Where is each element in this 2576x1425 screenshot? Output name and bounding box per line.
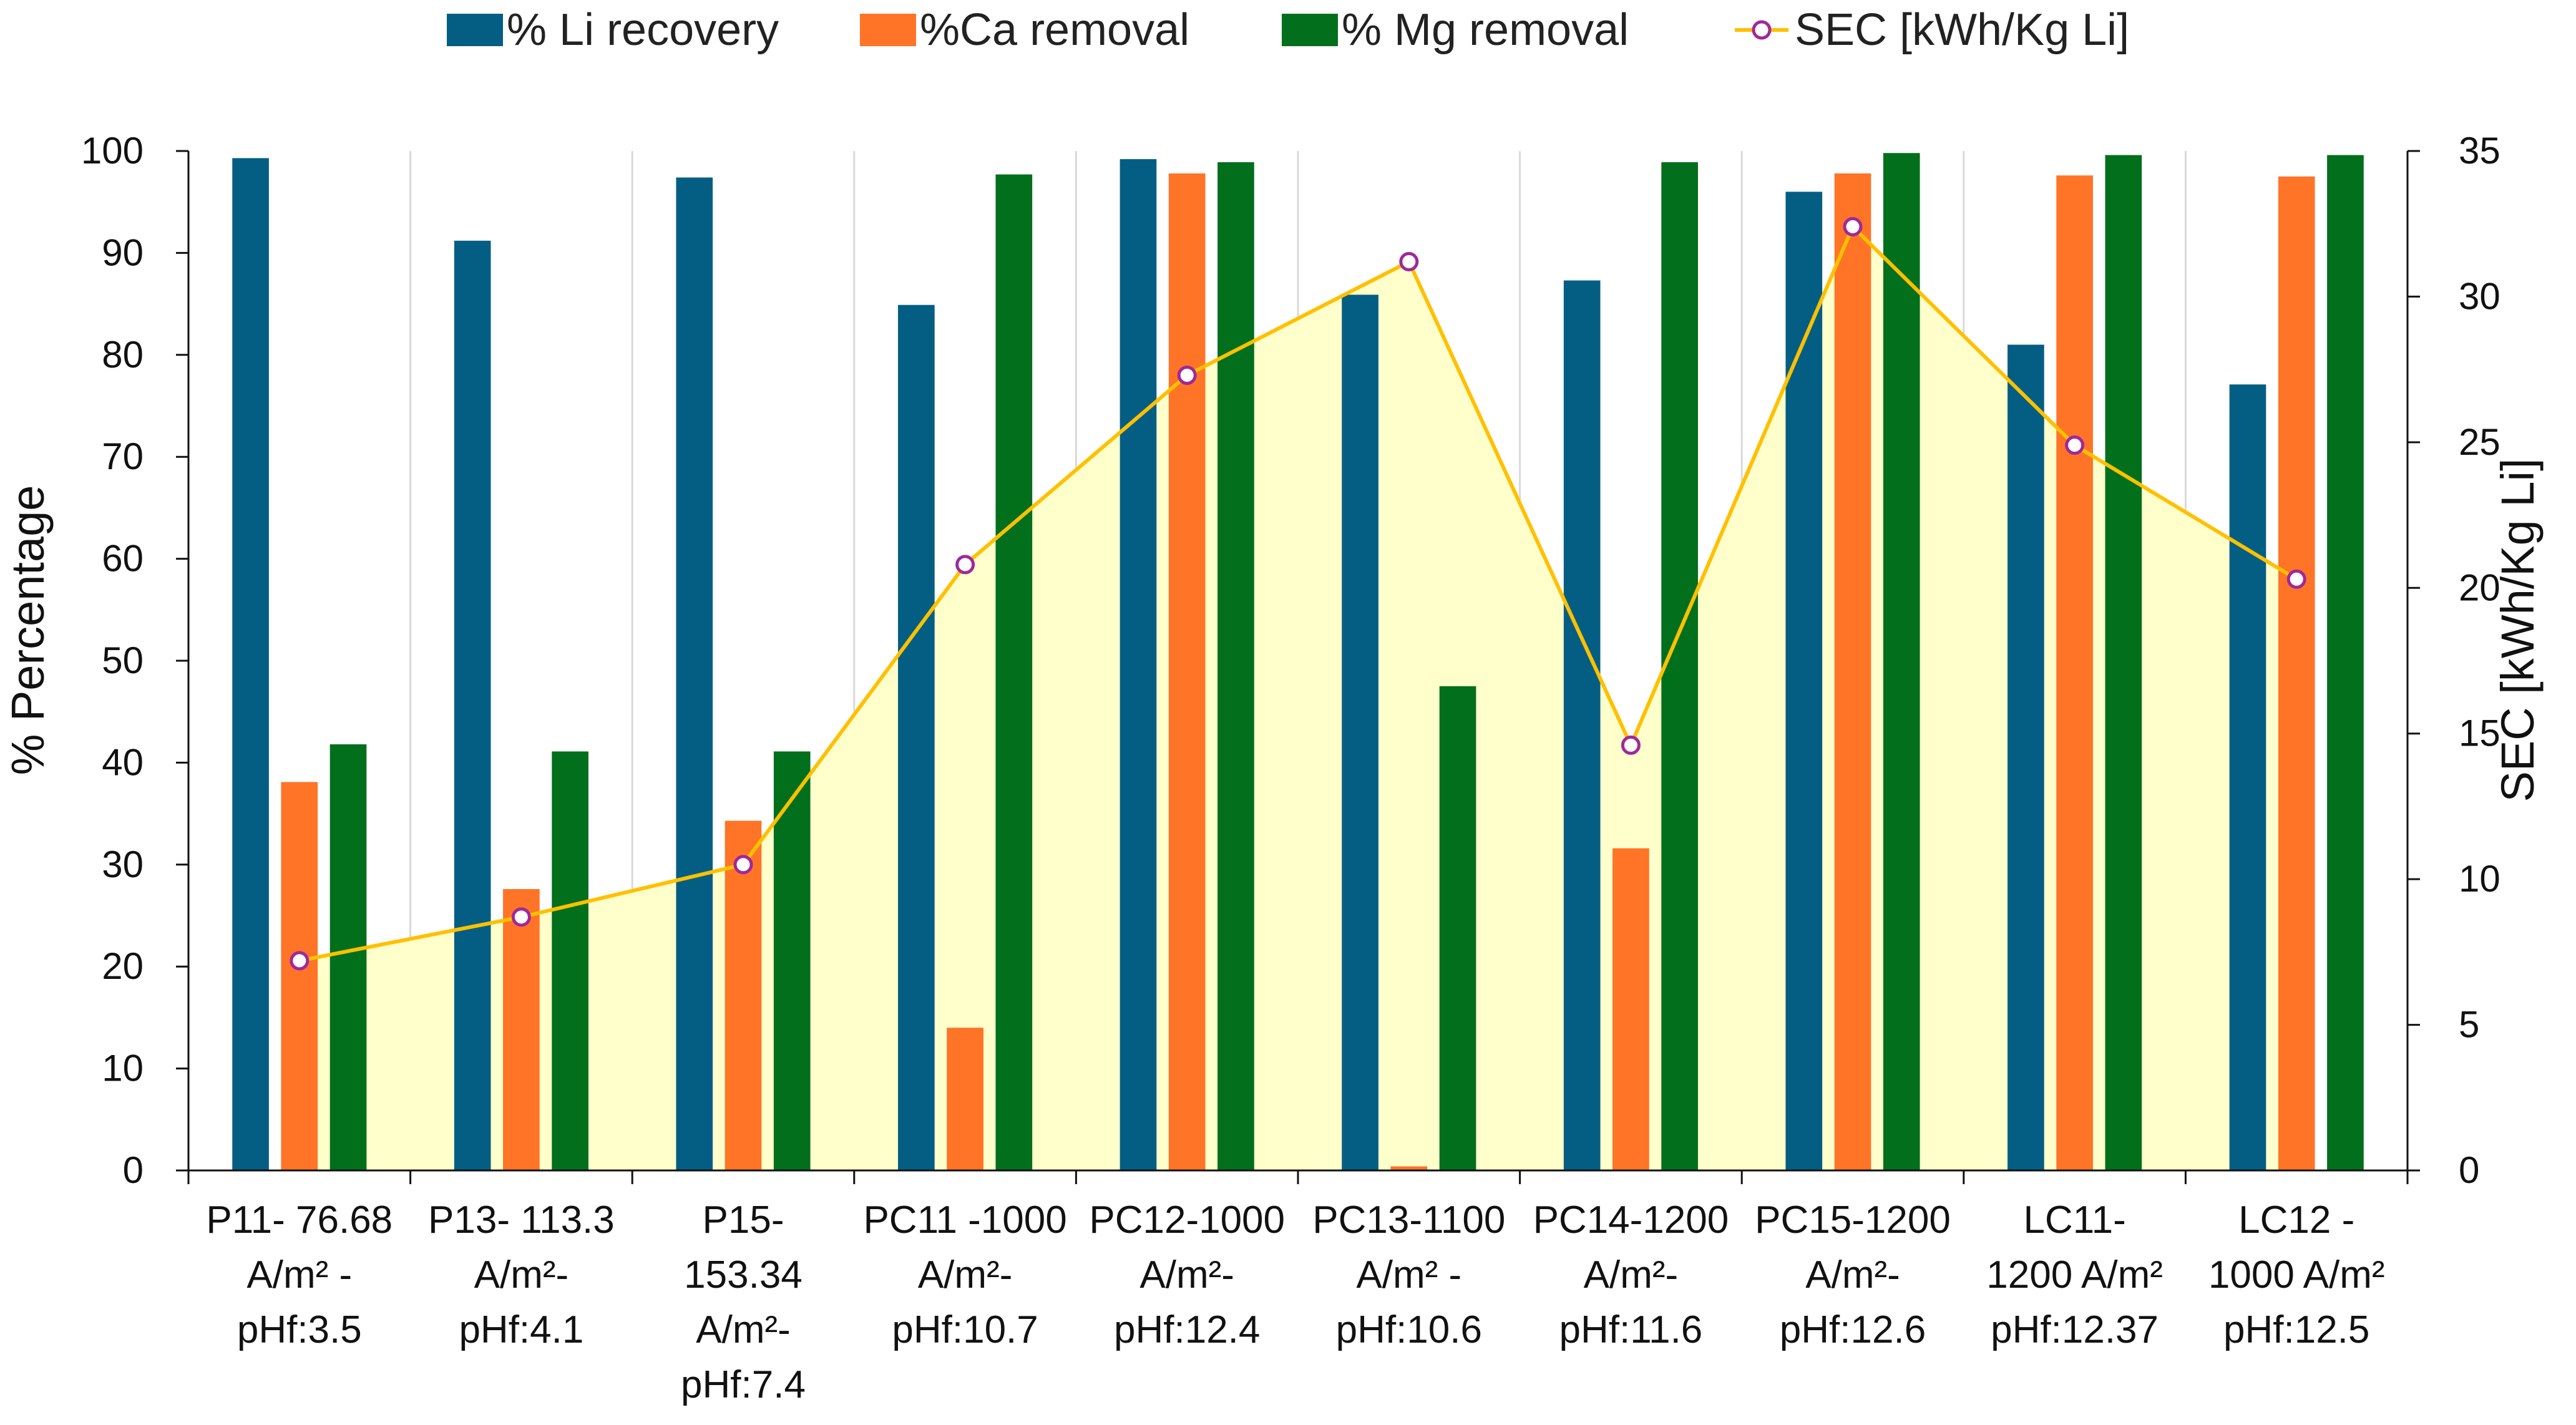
bar-ca-removal-6 <box>1390 1166 1428 1170</box>
legend-label-1: % Li recovery <box>507 5 779 55</box>
legend-swatch-1 <box>447 14 503 46</box>
x-category-label-1: P11- 76.68 A/m² -pHf:3.5 <box>206 1199 393 1351</box>
bar-mg-removal-7 <box>1661 162 1698 1170</box>
sec-point-8 <box>1843 216 1863 236</box>
sec-point-10 <box>2286 569 2306 589</box>
y-tick-label-40: 40 <box>102 741 144 783</box>
bar-ca-removal-9 <box>2056 175 2093 1170</box>
legend-label-4: SEC [kWh/Kg Li] <box>1795 5 2129 55</box>
bar-mg-removal-3 <box>773 751 811 1170</box>
legend-swatch-3 <box>1282 14 1338 46</box>
y-tick-label-0: 0 <box>123 1149 144 1191</box>
bar-li-recovery-4 <box>898 304 935 1170</box>
legend-item-1: % Li recovery <box>447 5 779 55</box>
y2-tick-label-0: 0 <box>2459 1149 2479 1191</box>
bar-mg-removal-2 <box>552 751 588 1170</box>
bar-ca-removal-8 <box>1834 173 1871 1170</box>
bar-mg-removal-9 <box>2105 155 2142 1170</box>
bar-ca-removal-3 <box>724 820 762 1170</box>
y2-tick-label-10: 10 <box>2459 858 2500 900</box>
y-tick-label-10: 10 <box>102 1048 144 1089</box>
sec-point-5 <box>1177 365 1197 385</box>
bar-series <box>232 153 2364 1171</box>
left-y-ticks: 0 10 20 30 40 50 60 70 80 90 100 <box>81 130 188 1191</box>
y-tick-label-70: 70 <box>102 435 144 477</box>
legend-item-4: SEC [kWh/Kg Li] <box>1735 5 2129 55</box>
bar-ca-removal-2 <box>503 889 540 1170</box>
x-category-label-4: PC11 -1000 A/m²-pHf:10.7 <box>863 1199 1066 1351</box>
bar-li-recovery-1 <box>232 158 269 1171</box>
legend-item-2: %Ca removal <box>860 5 1189 55</box>
y2-tick-label-15: 15 <box>2459 713 2500 754</box>
bar-mg-removal-8 <box>1883 153 1920 1170</box>
bar-li-recovery-8 <box>1785 192 1823 1170</box>
x-category-label-9: LC11-1200 A/m² pHf:12.37 <box>1986 1199 2163 1351</box>
y2-tick-label-30: 30 <box>2459 275 2500 317</box>
y-tick-label-30: 30 <box>102 844 144 885</box>
bar-li-recovery-9 <box>2008 344 2044 1171</box>
x-category-label-5: PC12-1000 A/m²-pHf:12.4 <box>1089 1199 1285 1351</box>
y-tick-label-50: 50 <box>102 640 144 681</box>
x-category-label-10: LC12 -1000 A/m² pHf:12.5 <box>2208 1199 2385 1351</box>
legend-marker-swatch <box>1752 20 1772 40</box>
x-category-label-3: P15-153.34 A/m²-pHf:7.4 <box>681 1199 806 1406</box>
legend-label-2: %Ca removal <box>920 5 1189 55</box>
legend-item-3: % Mg removal <box>1282 5 1629 55</box>
y-tick-label-20: 20 <box>102 945 144 987</box>
bar-mg-removal-5 <box>1217 162 1254 1170</box>
bar-ca-removal-4 <box>947 1028 983 1170</box>
legend-label-3: % Mg removal <box>1342 5 1629 55</box>
bar-mg-removal-1 <box>329 744 367 1170</box>
y-axis-title: % Percentage <box>2 485 54 776</box>
bar-ca-removal-10 <box>2278 176 2315 1171</box>
sec-line-series <box>290 216 2306 971</box>
sec-point-2 <box>511 907 531 927</box>
bar-ca-removal-5 <box>1168 173 1206 1170</box>
y-tick-label-100: 100 <box>81 130 144 172</box>
y2-tick-label-5: 5 <box>2459 1004 2479 1046</box>
sec-point-7 <box>1621 735 1641 755</box>
bar-ca-removal-7 <box>1612 848 1649 1170</box>
sec-point-3 <box>733 855 753 875</box>
bar-li-recovery-3 <box>676 177 713 1170</box>
legend: % Li recovery %Ca removal % Mg removal SEC … <box>447 5 2129 55</box>
bar-li-recovery-7 <box>1563 280 1601 1170</box>
bar-ca-removal-1 <box>281 782 318 1170</box>
legend-swatch-2 <box>860 14 916 46</box>
y-tick-label-80: 80 <box>102 334 144 376</box>
y2-tick-label-35: 35 <box>2459 130 2500 172</box>
bar-mg-removal-10 <box>2327 155 2364 1170</box>
sec-line <box>299 225 2298 963</box>
bar-li-recovery-2 <box>454 240 491 1170</box>
x-category-label-7: PC14-1200 A/m²-pHf:11.6 <box>1533 1199 1729 1351</box>
y-tick-label-90: 90 <box>102 231 144 273</box>
x-category-label-8: PC15-1200 A/m²-pHf:12.6 <box>1755 1199 1951 1351</box>
bar-li-recovery-5 <box>1120 159 1157 1170</box>
sec-point-6 <box>1399 251 1419 271</box>
sec-point-4 <box>955 555 975 575</box>
y-tick-label-60: 60 <box>102 538 144 580</box>
y2-tick-label-25: 25 <box>2459 421 2500 463</box>
y2-axis-title: SEC [kWh/Kg Li] <box>2492 458 2544 802</box>
right-y-ticks: 0 5 10 15 20 25 30 35 <box>2408 130 2500 1191</box>
x-category-label-6: PC13-1100 A/m² -pHf:10.6 <box>1312 1199 1505 1351</box>
y2-tick-label-20: 20 <box>2459 567 2500 608</box>
bar-mg-removal-4 <box>995 174 1033 1170</box>
bar-mg-removal-6 <box>1439 686 1476 1170</box>
x-category-label-2: P13- 113.3 A/m²-pHf:4.1 <box>428 1199 615 1351</box>
bar-li-recovery-6 <box>1342 294 1378 1170</box>
sec-point-9 <box>2065 435 2085 455</box>
sec-point-1 <box>290 951 310 971</box>
bar-li-recovery-10 <box>2229 384 2266 1170</box>
